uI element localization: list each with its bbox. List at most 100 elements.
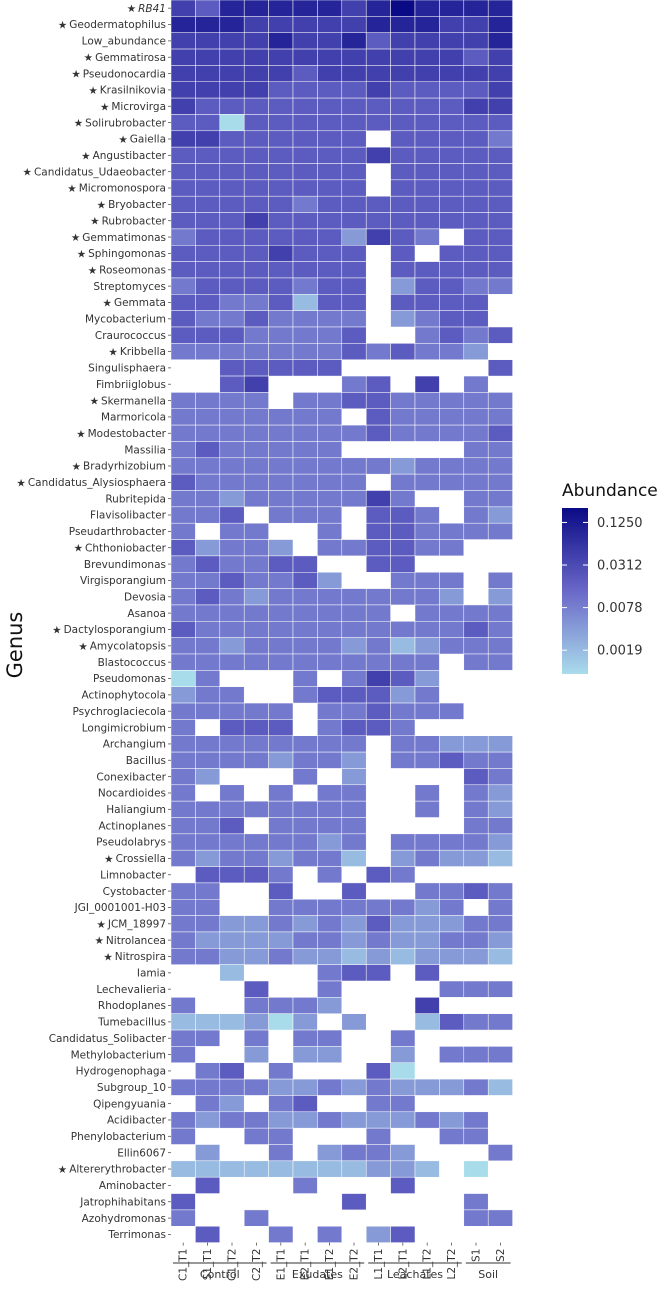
star-icon: ★ bbox=[127, 3, 136, 15]
heatmap-cell bbox=[292, 997, 318, 1014]
heatmap-cell bbox=[390, 899, 416, 916]
heatmap-cell bbox=[317, 310, 343, 328]
heatmap-cell bbox=[341, 964, 367, 982]
heatmap-cell bbox=[219, 1111, 245, 1129]
heatmap-cell bbox=[463, 408, 489, 426]
heatmap-cell bbox=[487, 948, 513, 965]
column-label: E1_T2 bbox=[324, 1249, 336, 1281]
row-label: Gaiella bbox=[130, 134, 166, 146]
heatmap-cell bbox=[195, 473, 221, 491]
heatmap-cell bbox=[243, 441, 269, 459]
column-label: S1_T1 bbox=[202, 1249, 214, 1281]
heatmap-cell bbox=[390, 65, 416, 83]
heatmap-cell bbox=[243, 621, 269, 638]
heatmap-cell bbox=[487, 1013, 513, 1031]
heatmap-cell bbox=[195, 97, 221, 115]
heatmap-cell bbox=[268, 1144, 294, 1162]
heatmap-cell bbox=[365, 588, 391, 606]
heatmap-cell bbox=[341, 375, 367, 393]
heatmap-cell bbox=[390, 343, 416, 360]
heatmap-cell bbox=[243, 408, 269, 426]
heatmap-cell bbox=[439, 1078, 465, 1096]
heatmap-cell bbox=[292, 277, 318, 295]
heatmap-cell bbox=[317, 915, 343, 933]
heatmap-cell bbox=[439, 604, 465, 622]
heatmap-cell bbox=[317, 408, 343, 426]
heatmap-cell bbox=[341, 604, 367, 622]
heatmap-cell bbox=[219, 866, 245, 884]
heatmap-cell bbox=[390, 931, 416, 949]
group-label: Exudates bbox=[292, 1268, 343, 1281]
heatmap-cell bbox=[170, 65, 196, 83]
heatmap-cell bbox=[219, 686, 245, 704]
heatmap-cell bbox=[341, 948, 367, 965]
heatmap-cell bbox=[268, 899, 294, 916]
heatmap-cell bbox=[170, 130, 196, 148]
heatmap-cell bbox=[219, 0, 245, 17]
heatmap-cell bbox=[219, 245, 245, 262]
heatmap-cell bbox=[195, 931, 221, 949]
heatmap-cell bbox=[195, 343, 221, 360]
heatmap-cell bbox=[268, 1095, 294, 1113]
row-label: Modestobacter bbox=[88, 428, 167, 440]
heatmap-cell bbox=[439, 948, 465, 965]
heatmap-cell bbox=[341, 621, 367, 638]
heatmap-cell bbox=[243, 32, 269, 50]
heatmap-cell bbox=[439, 899, 465, 916]
heatmap-cell bbox=[219, 817, 245, 835]
heatmap-cell bbox=[292, 65, 318, 83]
heatmap-cell bbox=[317, 833, 343, 851]
heatmap-cell bbox=[414, 228, 440, 246]
heatmap-cell bbox=[268, 294, 294, 311]
heatmap-cell bbox=[292, 604, 318, 622]
heatmap-cell bbox=[341, 588, 367, 606]
heatmap-cell bbox=[195, 1160, 221, 1178]
heatmap-cell bbox=[390, 1078, 416, 1096]
heatmap-cell bbox=[390, 195, 416, 213]
heatmap-cell bbox=[390, 146, 416, 164]
heatmap-cell bbox=[463, 817, 489, 835]
heatmap-cell bbox=[317, 637, 343, 655]
heatmap-cell bbox=[195, 572, 221, 589]
heatmap-cell bbox=[439, 310, 465, 328]
heatmap-cell bbox=[170, 179, 196, 197]
heatmap-cell bbox=[365, 719, 391, 737]
heatmap-cell bbox=[365, 212, 391, 230]
row-label: Bradyrhizobium bbox=[83, 461, 166, 473]
row-label: Massilia bbox=[124, 444, 166, 456]
heatmap-cell bbox=[414, 97, 440, 115]
heatmap-cell bbox=[341, 637, 367, 655]
heatmap-cell bbox=[414, 686, 440, 704]
heatmap-cell bbox=[365, 0, 391, 17]
heatmap-cell bbox=[219, 964, 245, 982]
heatmap-cell bbox=[390, 572, 416, 589]
heatmap-cell bbox=[414, 621, 440, 638]
heatmap-cell bbox=[341, 490, 367, 508]
heatmap-cell bbox=[243, 1078, 269, 1096]
heatmap-cell bbox=[219, 212, 245, 230]
heatmap-cell bbox=[243, 392, 269, 409]
heatmap-cell bbox=[390, 670, 416, 687]
heatmap-cell bbox=[268, 555, 294, 573]
heatmap-cell bbox=[317, 212, 343, 230]
heatmap-cell bbox=[292, 81, 318, 99]
heatmap-cell bbox=[365, 65, 391, 83]
heatmap-cell bbox=[268, 604, 294, 622]
heatmap-cell bbox=[268, 359, 294, 377]
heatmap-cell bbox=[390, 735, 416, 753]
heatmap-cell bbox=[487, 490, 513, 508]
heatmap-cell bbox=[463, 1111, 489, 1129]
heatmap-cell bbox=[317, 817, 343, 835]
heatmap-cell bbox=[317, 1226, 343, 1243]
heatmap-cell bbox=[219, 277, 245, 295]
heatmap-cell bbox=[195, 32, 221, 50]
heatmap-cell bbox=[414, 915, 440, 933]
heatmap-cell bbox=[170, 637, 196, 655]
heatmap-cell bbox=[195, 866, 221, 884]
heatmap-cell bbox=[170, 1160, 196, 1178]
heatmap-cell bbox=[341, 833, 367, 851]
heatmap-cell bbox=[439, 424, 465, 442]
heatmap-cell bbox=[243, 326, 269, 344]
heatmap-cell bbox=[219, 800, 245, 818]
star-icon: ★ bbox=[100, 101, 109, 113]
